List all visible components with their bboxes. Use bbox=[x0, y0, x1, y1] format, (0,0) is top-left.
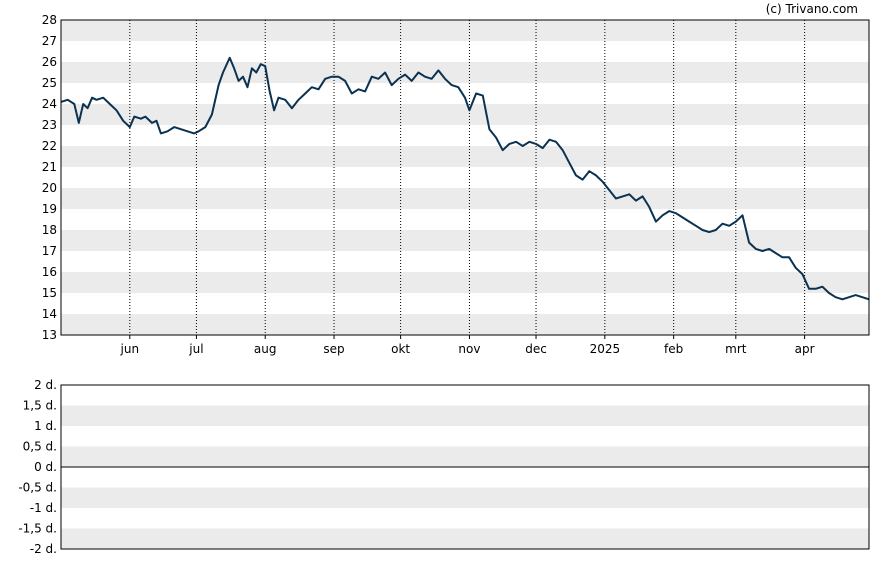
y-tick-label: -2 d. bbox=[30, 542, 57, 556]
price-band bbox=[61, 188, 869, 209]
x-tick-label: nov bbox=[458, 342, 480, 356]
y-tick-label: 27 bbox=[42, 34, 57, 48]
x-tick-label: dec bbox=[525, 342, 547, 356]
y-tick-label: 16 bbox=[42, 265, 57, 279]
volume-band bbox=[61, 528, 869, 549]
price-chart-frame bbox=[60, 19, 870, 336]
y-tick-label: 22 bbox=[42, 139, 57, 153]
y-tick-label: 23 bbox=[42, 118, 57, 132]
y-tick-label: -1 d. bbox=[30, 501, 57, 515]
price-chart-month-gridlines bbox=[129, 20, 806, 339]
price-band bbox=[61, 20, 869, 41]
y-tick-label: 20 bbox=[42, 181, 57, 195]
y-tick-label: 13 bbox=[42, 328, 57, 342]
x-tick-label: feb bbox=[664, 342, 683, 356]
y-tick-label: 15 bbox=[42, 286, 57, 300]
y-tick-label: 25 bbox=[42, 76, 57, 90]
price-band bbox=[61, 230, 869, 251]
volume-band bbox=[61, 405, 869, 426]
volume-y-axis-ticks: 2 d. 1,5 d. 1 d. 0,5 d. 0 d. -0,5 d. -1 d. -1,5… bbox=[18, 378, 57, 556]
y-tick-label: 21 bbox=[42, 160, 57, 174]
x-tick-label: mrt bbox=[725, 342, 747, 356]
price-band bbox=[61, 272, 869, 293]
price-band bbox=[61, 314, 869, 335]
volume-band bbox=[61, 446, 869, 467]
y-tick-label: 19 bbox=[42, 202, 57, 216]
credit-label: (c) Trivano.com bbox=[766, 2, 858, 16]
y-tick-label: 14 bbox=[42, 307, 57, 321]
x-tick-label: apr bbox=[795, 342, 815, 356]
price-series-line bbox=[60, 56, 870, 301]
x-tick-label: jul bbox=[188, 342, 203, 356]
x-tick-label: jun bbox=[120, 342, 140, 356]
y-tick-label: 17 bbox=[42, 244, 57, 258]
y-tick-label: 0,5 d. bbox=[23, 440, 57, 454]
price-band bbox=[61, 62, 869, 83]
y-tick-label: 1,5 d. bbox=[23, 399, 57, 413]
price-chart-bands bbox=[61, 20, 869, 335]
x-tick-label: sep bbox=[323, 342, 344, 356]
volume-band bbox=[61, 487, 869, 508]
y-tick-label: 1 d. bbox=[34, 419, 57, 433]
y-tick-label: 28 bbox=[42, 13, 57, 27]
price-y-axis-ticks: 13 14 15 16 17 18 19 20 21 22 23 24 25 26 27 28 bbox=[42, 13, 57, 342]
volume-chart-bands bbox=[61, 405, 869, 549]
y-tick-label: -1,5 d. bbox=[18, 522, 57, 536]
volume-chart-panel: 2 d. 1,5 d. 1 d. 0,5 d. 0 d. -0,5 d. -1 d. -1,5… bbox=[18, 378, 870, 556]
x-tick-label: aug bbox=[254, 342, 277, 356]
volume-chart-frame bbox=[60, 384, 870, 550]
y-tick-label: 18 bbox=[42, 223, 57, 237]
y-tick-label: 0 d. bbox=[34, 460, 57, 474]
y-tick-label: 2 d. bbox=[34, 378, 57, 392]
x-tick-label: okt bbox=[391, 342, 410, 356]
price-band bbox=[61, 146, 869, 167]
price-chart-panel: 13 14 15 16 17 18 19 20 21 22 23 24 25 26 27 28 jun jul a… bbox=[42, 13, 870, 356]
y-tick-label: 24 bbox=[42, 97, 57, 111]
x-tick-label: 2025 bbox=[590, 342, 621, 356]
price-x-axis-ticks: jun jul aug sep okt nov dec 2025 feb mrt apr bbox=[120, 342, 815, 356]
y-tick-label: 26 bbox=[42, 55, 57, 69]
y-tick-label: -0,5 d. bbox=[18, 481, 57, 495]
price-band bbox=[61, 104, 869, 125]
